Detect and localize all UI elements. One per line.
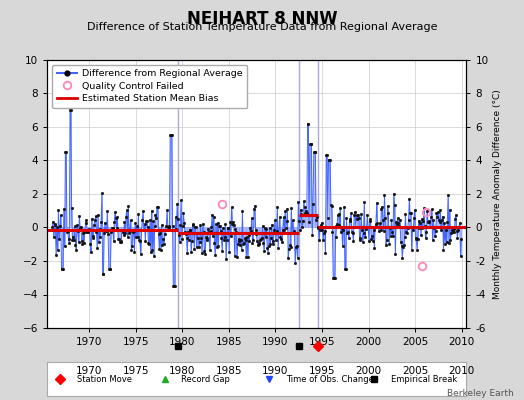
Text: 1970: 1970: [76, 366, 102, 376]
Text: NEIHART 8 NNW: NEIHART 8 NNW: [187, 10, 337, 28]
Text: 1980: 1980: [169, 366, 195, 376]
Text: 2005: 2005: [402, 366, 428, 376]
Legend: Difference from Regional Average, Quality Control Failed, Estimated Station Mean: Difference from Regional Average, Qualit…: [52, 65, 247, 108]
Text: 2010: 2010: [449, 366, 475, 376]
Text: 1995: 1995: [309, 366, 335, 376]
Text: 1985: 1985: [215, 366, 242, 376]
Text: Time of Obs. Change: Time of Obs. Change: [286, 374, 374, 384]
Text: 2000: 2000: [355, 366, 381, 376]
Text: Difference of Station Temperature Data from Regional Average: Difference of Station Temperature Data f…: [87, 22, 437, 32]
Text: Station Move: Station Move: [77, 374, 132, 384]
Text: Berkeley Earth: Berkeley Earth: [447, 389, 514, 398]
Text: Empirical Break: Empirical Break: [391, 374, 457, 384]
Y-axis label: Monthly Temperature Anomaly Difference (°C): Monthly Temperature Anomaly Difference (…: [493, 89, 501, 299]
Text: Record Gap: Record Gap: [181, 374, 230, 384]
Text: 1975: 1975: [123, 366, 149, 376]
Text: 1990: 1990: [262, 366, 289, 376]
